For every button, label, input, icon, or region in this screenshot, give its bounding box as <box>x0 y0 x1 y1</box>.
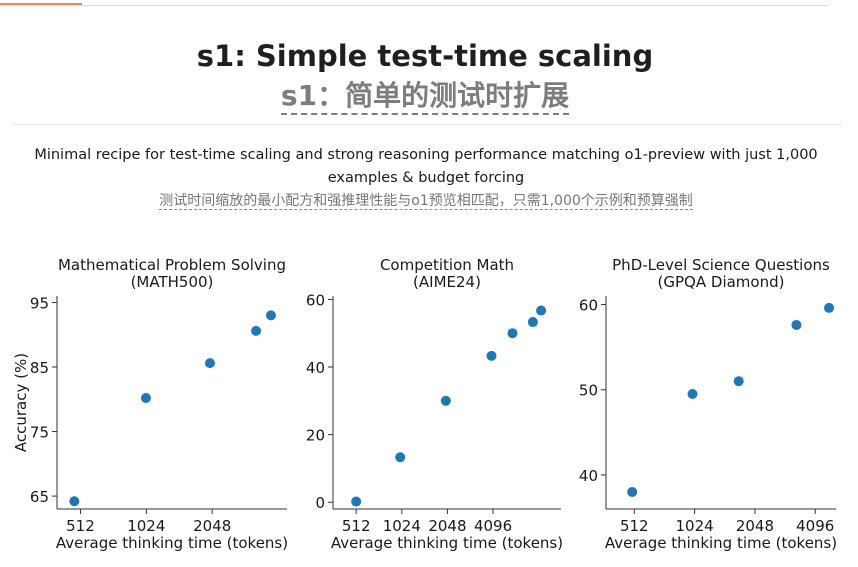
page-description: Minimal recipe for test-time scaling and… <box>34 147 818 186</box>
page-title-translation-text: s1：简单的测试时扩展 <box>280 79 570 115</box>
data-point <box>486 350 497 361</box>
chart-3: PhD-Level Science Questions(GPQA Diamond… <box>579 256 837 552</box>
y-tick-label: 40 <box>306 359 325 377</box>
data-point <box>536 305 547 316</box>
y-tick-label: 20 <box>306 427 325 445</box>
x-tick-label: 2048 <box>736 517 774 535</box>
chart-1: Mathematical Problem Solving(MATH500) 65 7… <box>12 256 288 552</box>
x-tick-label: 512 <box>66 517 95 535</box>
scaling-charts: Mathematical Problem Solving(MATH500) 65 7… <box>12 256 837 552</box>
y-tick-label: 75 <box>30 424 49 442</box>
top-accent-bar <box>0 3 82 6</box>
x-tick-label: 512 <box>620 517 649 535</box>
data-point <box>351 496 362 507</box>
page-title: s1: Simple test-time scaling <box>196 39 654 73</box>
chart-2: Competition Math(AIME24) 0 20 40 60 512 1024 20… <box>306 256 563 552</box>
data-point <box>824 302 835 313</box>
y-tick-label: 60 <box>579 297 598 315</box>
x-tick-label: 4096 <box>474 517 512 535</box>
x-tick-label: 512 <box>342 517 371 535</box>
x-tick-label: 1024 <box>383 517 421 535</box>
y-tick-label: 50 <box>579 382 598 400</box>
data-point <box>204 358 215 369</box>
data-point <box>251 325 262 336</box>
data-point <box>791 319 802 330</box>
data-point <box>395 452 406 463</box>
y-tick-label: 40 <box>579 467 598 485</box>
chart-subtitle: (AIME24) <box>413 273 481 291</box>
data-point <box>440 395 451 406</box>
x-tick-label: 1024 <box>127 517 165 535</box>
data-point <box>527 317 538 328</box>
page-title-translation: s1：简单的测试时扩展 <box>0 78 850 115</box>
title-divider <box>12 124 842 125</box>
data-point <box>140 392 151 403</box>
x-tick-label: 1024 <box>675 517 713 535</box>
y-axis-label: Accuracy (%) <box>12 353 30 452</box>
data-point <box>733 376 744 387</box>
x-tick-label: 4096 <box>796 517 834 535</box>
chart-subtitle: (GPQA Diamond) <box>658 273 785 291</box>
y-tick-label: 85 <box>30 359 49 377</box>
x-axis-label: Average thinking time (tokens) <box>56 534 288 552</box>
data-point <box>507 328 518 339</box>
y-tick-label: 60 <box>306 291 325 309</box>
x-tick-label: 2048 <box>193 517 231 535</box>
x-axis-label: Average thinking time (tokens) <box>331 534 563 552</box>
y-tick-label: 65 <box>30 488 49 506</box>
page-description-translation-text: 测试时间缩放的最小配方和强推理性能与o1预览相匹配，只需1,000个示例和预算强… <box>159 193 693 210</box>
x-axis-label: Average thinking time (tokens) <box>605 534 837 552</box>
chart-title: Mathematical Problem Solving <box>58 256 286 274</box>
data-point <box>265 310 276 321</box>
y-tick-label: 95 <box>30 294 49 312</box>
y-tick-label: 0 <box>315 494 325 512</box>
data-point <box>687 388 698 399</box>
data-point <box>69 496 80 507</box>
page-description-translation: 测试时间缩放的最小配方和强推理性能与o1预览相匹配，只需1,000个示例和预算强… <box>0 190 852 212</box>
chart-subtitle: (MATH500) <box>131 273 214 291</box>
x-tick-label: 2048 <box>428 517 466 535</box>
data-point <box>627 486 638 497</box>
top-border <box>0 5 828 6</box>
chart-title: PhD-Level Science Questions <box>612 256 830 274</box>
chart-title: Competition Math <box>380 256 514 274</box>
